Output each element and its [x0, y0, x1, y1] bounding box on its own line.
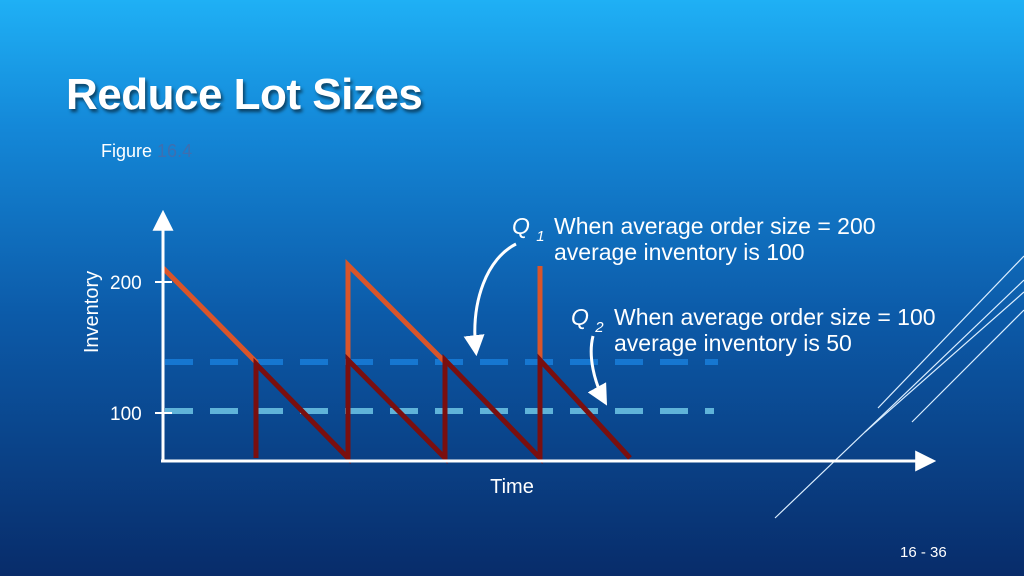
- figure-label: Figure: [101, 141, 153, 161]
- q2-annotation-line-1: When average order size = 100: [614, 304, 936, 330]
- x-axis-title: Time: [490, 476, 534, 498]
- decor-line-2: [864, 291, 1024, 433]
- page-number: 16 - 36: [900, 544, 947, 561]
- decor-line-4: [911, 309, 1024, 423]
- q1-subscript: 1: [536, 228, 544, 245]
- q1-label: Q 1: [512, 213, 545, 245]
- q2-subscript: 2: [594, 319, 604, 336]
- q2-letter: Q: [571, 304, 589, 330]
- q2-annotation-line-2: average inventory is 50: [614, 330, 852, 356]
- q1-annotation-line-1: When average order size = 200: [554, 213, 876, 239]
- figure-number: 16.4: [157, 141, 193, 161]
- y-tick-label-200: 200: [110, 273, 142, 294]
- q1-letter: Q: [512, 213, 530, 239]
- q2-label: Q 2: [571, 304, 604, 336]
- y-axis-title: Inventory: [81, 271, 103, 353]
- y-tick-label-100: 100: [110, 404, 142, 425]
- q2-sawtooth-line: [253, 353, 632, 465]
- decor-line-1: [774, 279, 1024, 519]
- q1-pointer-arrow: [463, 242, 517, 357]
- q2-pointer-arrow: [587, 335, 608, 406]
- decor-line-3: [877, 255, 1024, 409]
- q1-annotation-line-2: average inventory is 100: [554, 239, 805, 265]
- figure-reference: Figure 16.4: [101, 141, 192, 162]
- decorative-lines: [774, 255, 1024, 519]
- slide-title: Reduce Lot Sizes: [66, 70, 423, 119]
